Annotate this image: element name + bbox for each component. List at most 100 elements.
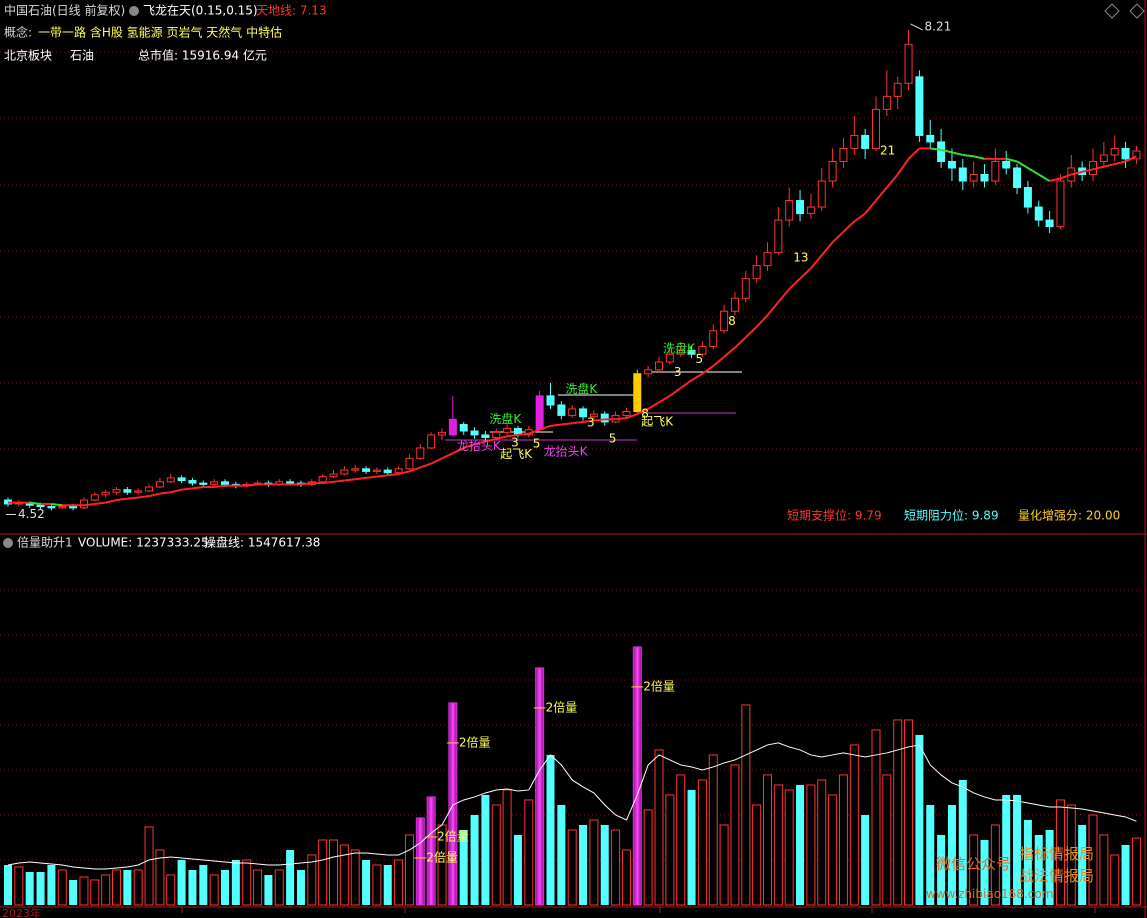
menu-icon[interactable] xyxy=(1129,3,1145,19)
ma-line xyxy=(1103,163,1115,168)
candle-body xyxy=(839,147,848,162)
volume-bar xyxy=(687,789,696,905)
ma-line xyxy=(192,486,204,490)
volume-bar xyxy=(969,834,979,906)
volume-bar xyxy=(589,819,599,906)
ma-line xyxy=(691,372,703,382)
volume-bar xyxy=(209,874,219,906)
annotation: 洗盘K xyxy=(565,381,598,396)
resistance: 短期阻力位: 9.89 xyxy=(904,508,999,523)
annotation: 13 xyxy=(793,250,808,264)
volume-bar xyxy=(915,734,924,905)
volume-bar xyxy=(362,859,371,905)
candle-body xyxy=(188,480,197,484)
volume-bar xyxy=(47,864,56,905)
volume-bar xyxy=(1131,837,1141,906)
stock-title: 中国石油(日线 前复权) xyxy=(4,3,125,18)
volume-bar xyxy=(101,874,111,906)
candle-body xyxy=(741,278,750,299)
volume-bar xyxy=(372,864,382,906)
menu-icon[interactable] xyxy=(1104,3,1120,19)
volume-bar xyxy=(980,839,989,905)
volume-bar xyxy=(828,794,838,906)
candle-body xyxy=(904,43,913,84)
ma-line xyxy=(51,502,63,507)
candle-body xyxy=(90,494,99,501)
ma-line xyxy=(83,502,95,507)
volume-bar xyxy=(79,876,89,906)
ma-line xyxy=(582,419,595,423)
ma-line xyxy=(517,432,529,436)
ma-line xyxy=(539,424,551,431)
volume-bar xyxy=(524,799,534,906)
dropdown-icon[interactable] xyxy=(3,538,13,548)
candle-body xyxy=(926,134,935,143)
candle-body xyxy=(210,481,219,485)
ma-line xyxy=(810,254,823,269)
candle-body xyxy=(448,418,457,436)
ma-line xyxy=(127,496,139,500)
volume-bar xyxy=(350,849,360,906)
ma-line xyxy=(398,470,410,475)
ma-line xyxy=(1027,167,1040,176)
ma-line xyxy=(973,155,985,160)
volume-bar xyxy=(796,784,805,905)
candle-body xyxy=(329,473,338,478)
candle-body xyxy=(372,469,381,472)
volume-bar xyxy=(36,871,45,905)
candle-body xyxy=(915,76,924,136)
volume-bar xyxy=(1110,854,1120,906)
candle-body xyxy=(1110,147,1119,156)
ma-line xyxy=(593,418,605,422)
ma-line xyxy=(94,501,106,505)
volume-bar xyxy=(611,829,621,906)
ma-line xyxy=(561,422,573,426)
candle-body xyxy=(1056,180,1065,228)
dropdown-icon[interactable] xyxy=(129,6,139,16)
volume-bar xyxy=(958,779,967,905)
ma-line xyxy=(474,440,486,446)
ma-line xyxy=(181,487,193,491)
volume-bar xyxy=(459,829,468,905)
candle-body xyxy=(969,173,978,182)
candle-body xyxy=(752,265,761,280)
volume-bar xyxy=(307,854,317,906)
volume-bar xyxy=(937,834,946,905)
candle-body xyxy=(416,447,425,459)
volume-bar xyxy=(1034,834,1043,905)
ma-line xyxy=(376,474,388,478)
volume-bar xyxy=(57,869,67,906)
ma-line xyxy=(896,158,910,176)
candle-body xyxy=(1023,187,1032,208)
ma-line xyxy=(626,413,638,419)
volume-bar xyxy=(904,719,914,906)
volume-bar xyxy=(557,804,566,905)
candle-body xyxy=(1045,219,1054,228)
candle-body xyxy=(709,330,718,347)
double-label: 2倍量 xyxy=(426,849,458,864)
annotation: 洗盘K xyxy=(489,411,522,426)
ma-line xyxy=(333,479,345,483)
volume-bar xyxy=(481,794,490,905)
volume-bar xyxy=(90,879,100,906)
wm-name: 指标情报局 xyxy=(1019,845,1095,863)
ma-line xyxy=(1071,170,1083,176)
ma-line xyxy=(116,497,128,502)
annotation: 8 xyxy=(641,407,649,421)
volume-bar xyxy=(221,869,229,905)
volume-bar xyxy=(697,779,707,906)
volume-indicator: 倍量助升1 xyxy=(17,535,73,550)
wm-label: 微信公众号 xyxy=(936,855,1012,873)
candle-body xyxy=(199,482,208,485)
volume-bar xyxy=(404,834,414,906)
candle-body xyxy=(318,476,327,483)
volume-bar xyxy=(773,784,783,906)
ma-line xyxy=(669,387,682,397)
volume-bar xyxy=(567,829,577,906)
volume-bar xyxy=(177,859,186,905)
candle-body xyxy=(937,141,946,162)
ma-line xyxy=(842,220,855,233)
candle-body xyxy=(882,95,891,110)
